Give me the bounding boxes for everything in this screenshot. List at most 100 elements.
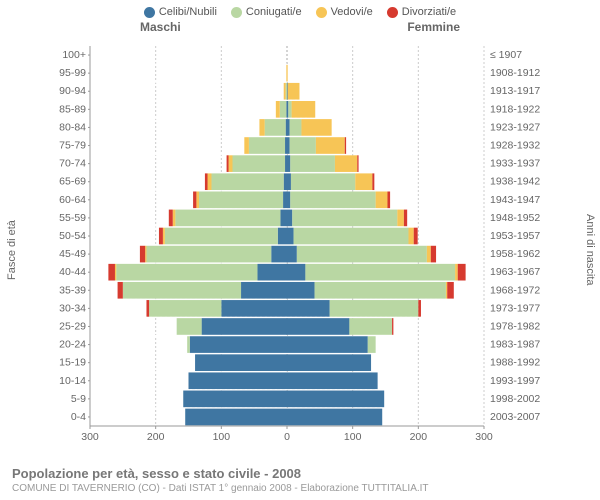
- legend-item: Divorziati/e: [387, 6, 456, 18]
- bar-male: [285, 137, 287, 154]
- bar-male: [232, 155, 285, 172]
- pyramid-chart: 100+≤ 190795-991908-191290-941913-191785…: [52, 44, 540, 444]
- bar-female: [345, 137, 346, 154]
- header-female: Femmine: [407, 20, 460, 34]
- bar-male: [146, 300, 149, 317]
- bar-female: [287, 155, 290, 172]
- x-tick-label: 200: [147, 431, 165, 443]
- legend-swatch: [387, 7, 398, 18]
- bar-male: [149, 300, 221, 317]
- bar-female: [288, 83, 300, 100]
- bar-male: [259, 119, 264, 136]
- birth-label: 1998-2002: [490, 393, 540, 405]
- bar-male: [118, 282, 123, 299]
- bar-male: [177, 318, 202, 335]
- age-label: 40-44: [59, 266, 86, 278]
- bar-male: [165, 228, 278, 245]
- y-axis-left-title: Fasce di età: [6, 0, 20, 500]
- x-tick-label: 200: [410, 431, 428, 443]
- age-label: 5-9: [71, 393, 86, 405]
- age-label: 100+: [62, 49, 86, 61]
- bar-male: [241, 282, 287, 299]
- bar-female: [287, 300, 330, 317]
- age-label: 65-69: [59, 176, 86, 188]
- age-label: 55-59: [59, 212, 86, 224]
- bar-female: [290, 155, 335, 172]
- bar-female: [397, 210, 404, 227]
- bar-male: [140, 246, 145, 263]
- birth-label: 1973-1977: [490, 302, 540, 314]
- bar-male: [183, 391, 287, 408]
- x-tick-label: 300: [475, 431, 493, 443]
- age-label: 50-54: [59, 230, 86, 242]
- column-headers: Maschi Femmine: [0, 18, 600, 36]
- bar-male: [202, 318, 287, 335]
- bar-female: [447, 282, 454, 299]
- bar-female: [387, 191, 390, 208]
- bar-male: [284, 83, 286, 100]
- bar-female: [349, 318, 392, 335]
- bar-female: [418, 300, 421, 317]
- bar-male: [221, 300, 287, 317]
- bar-female: [287, 282, 315, 299]
- legend-swatch: [231, 7, 242, 18]
- bar-female: [431, 246, 436, 263]
- bar-male: [175, 210, 280, 227]
- birth-label: 2003-2007: [490, 411, 540, 423]
- bar-female: [372, 173, 374, 190]
- birth-label: 1953-1957: [490, 230, 540, 242]
- bar-female: [287, 228, 294, 245]
- legend-label: Divorziati/e: [402, 6, 456, 18]
- bar-female: [287, 173, 291, 190]
- bar-female: [292, 210, 397, 227]
- birth-label: ≤ 1907: [490, 49, 522, 61]
- age-label: 20-24: [59, 339, 86, 351]
- bar-female: [330, 300, 419, 317]
- bar-female: [446, 282, 447, 299]
- bar-male: [249, 137, 285, 154]
- age-label: 90-94: [59, 85, 86, 97]
- bar-male: [195, 354, 287, 371]
- bar-male: [286, 101, 287, 118]
- age-label: 95-99: [59, 67, 86, 79]
- bar-female: [287, 246, 297, 263]
- bar-female: [335, 155, 357, 172]
- legend-item: Vedovi/e: [316, 6, 373, 18]
- bar-female: [458, 264, 466, 281]
- age-label: 80-84: [59, 121, 86, 133]
- bar-male: [265, 119, 286, 136]
- birth-label: 1908-1912: [490, 67, 540, 79]
- age-label: 10-14: [59, 375, 86, 387]
- x-tick-label: 0: [284, 431, 290, 443]
- birth-label: 1933-1937: [490, 158, 540, 170]
- birth-label: 1968-1972: [490, 284, 540, 296]
- bar-female: [297, 246, 427, 263]
- bar-female: [287, 372, 378, 389]
- legend-swatch: [144, 7, 155, 18]
- bar-male: [185, 409, 287, 426]
- bar-male: [115, 264, 116, 281]
- bar-male: [205, 173, 208, 190]
- bar-male: [286, 119, 287, 136]
- bar-female: [355, 173, 372, 190]
- bar-female: [305, 264, 455, 281]
- bar-female: [427, 246, 431, 263]
- header-male: Maschi: [140, 20, 181, 34]
- birth-label: 1988-1992: [490, 357, 540, 369]
- bar-male: [276, 101, 280, 118]
- legend-swatch: [316, 7, 327, 18]
- legend-item: Celibi/Nubili: [144, 6, 217, 18]
- bar-female: [294, 228, 409, 245]
- bar-male: [189, 372, 288, 389]
- legend-label: Vedovi/e: [331, 6, 373, 18]
- birth-label: 1938-1942: [490, 176, 540, 188]
- bar-male: [229, 155, 233, 172]
- bar-male: [286, 65, 287, 82]
- bar-female: [287, 336, 368, 353]
- bar-male: [284, 173, 287, 190]
- bar-male: [199, 191, 283, 208]
- age-label: 0-4: [71, 411, 86, 423]
- legend-item: Coniugati/e: [231, 6, 302, 18]
- bar-female: [287, 101, 288, 118]
- bar-female: [392, 318, 393, 335]
